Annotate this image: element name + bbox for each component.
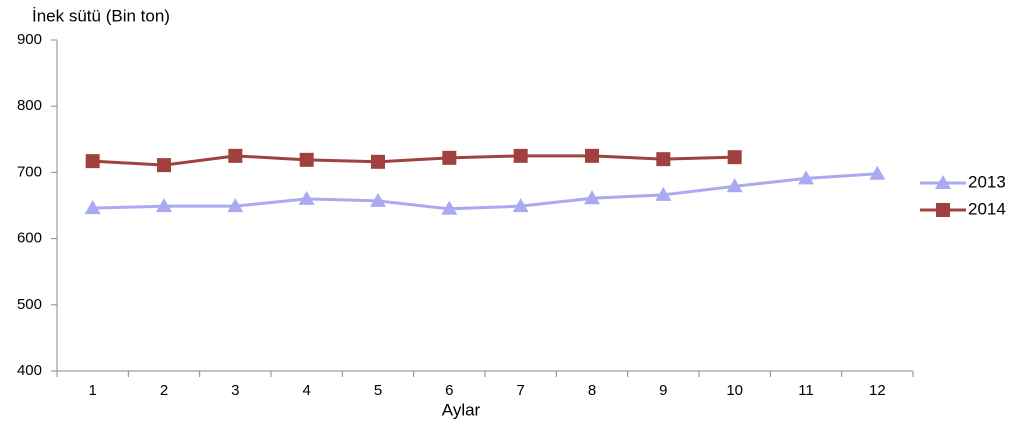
point <box>726 178 743 193</box>
legend-marker <box>936 203 950 217</box>
point <box>442 150 457 165</box>
point <box>441 200 458 215</box>
point <box>585 148 599 163</box>
point <box>371 154 385 169</box>
point <box>84 200 101 215</box>
x-tick-label: 12 <box>869 382 886 399</box>
y-tick-label: 700 <box>17 163 42 180</box>
point <box>85 154 100 169</box>
x-tick-label: 9 <box>659 382 667 399</box>
chart-title: İnek sütü (Bin ton) <box>32 6 170 25</box>
point <box>228 148 243 163</box>
x-tick-label: 7 <box>516 382 524 399</box>
point <box>512 198 529 213</box>
x-tick-label: 1 <box>88 382 96 399</box>
point <box>370 192 386 207</box>
point <box>727 150 742 165</box>
point <box>798 170 814 185</box>
y-tick-label: 600 <box>17 230 42 247</box>
x-tick-label: 2 <box>160 382 168 399</box>
x-tick-label: 5 <box>374 382 382 399</box>
x-tick-label: 4 <box>302 382 310 399</box>
point <box>298 190 315 205</box>
x-tick-label: 10 <box>726 382 743 399</box>
x-tick-label: 8 <box>588 382 596 399</box>
point <box>584 190 600 205</box>
legend-label: 2013 <box>968 172 1006 191</box>
point <box>513 148 528 163</box>
line <box>92 172 878 211</box>
point <box>227 198 244 213</box>
point <box>655 186 672 201</box>
x-axis-label: Aylar <box>442 400 481 419</box>
y-tick-label: 500 <box>17 296 42 313</box>
point <box>299 152 314 167</box>
legend-label: 2014 <box>968 199 1006 218</box>
point <box>156 198 172 213</box>
legend-marker <box>935 175 951 189</box>
point <box>869 165 886 180</box>
point <box>157 158 171 173</box>
point <box>656 152 671 167</box>
x-tick-label: 3 <box>231 382 239 399</box>
y-tick-label: 900 <box>17 31 42 48</box>
x-tick-label: 6 <box>445 382 453 399</box>
line <box>92 154 735 167</box>
x-tick-label: 11 <box>798 382 814 399</box>
y-tick-label: 400 <box>17 362 42 379</box>
y-tick-label: 800 <box>17 97 42 114</box>
